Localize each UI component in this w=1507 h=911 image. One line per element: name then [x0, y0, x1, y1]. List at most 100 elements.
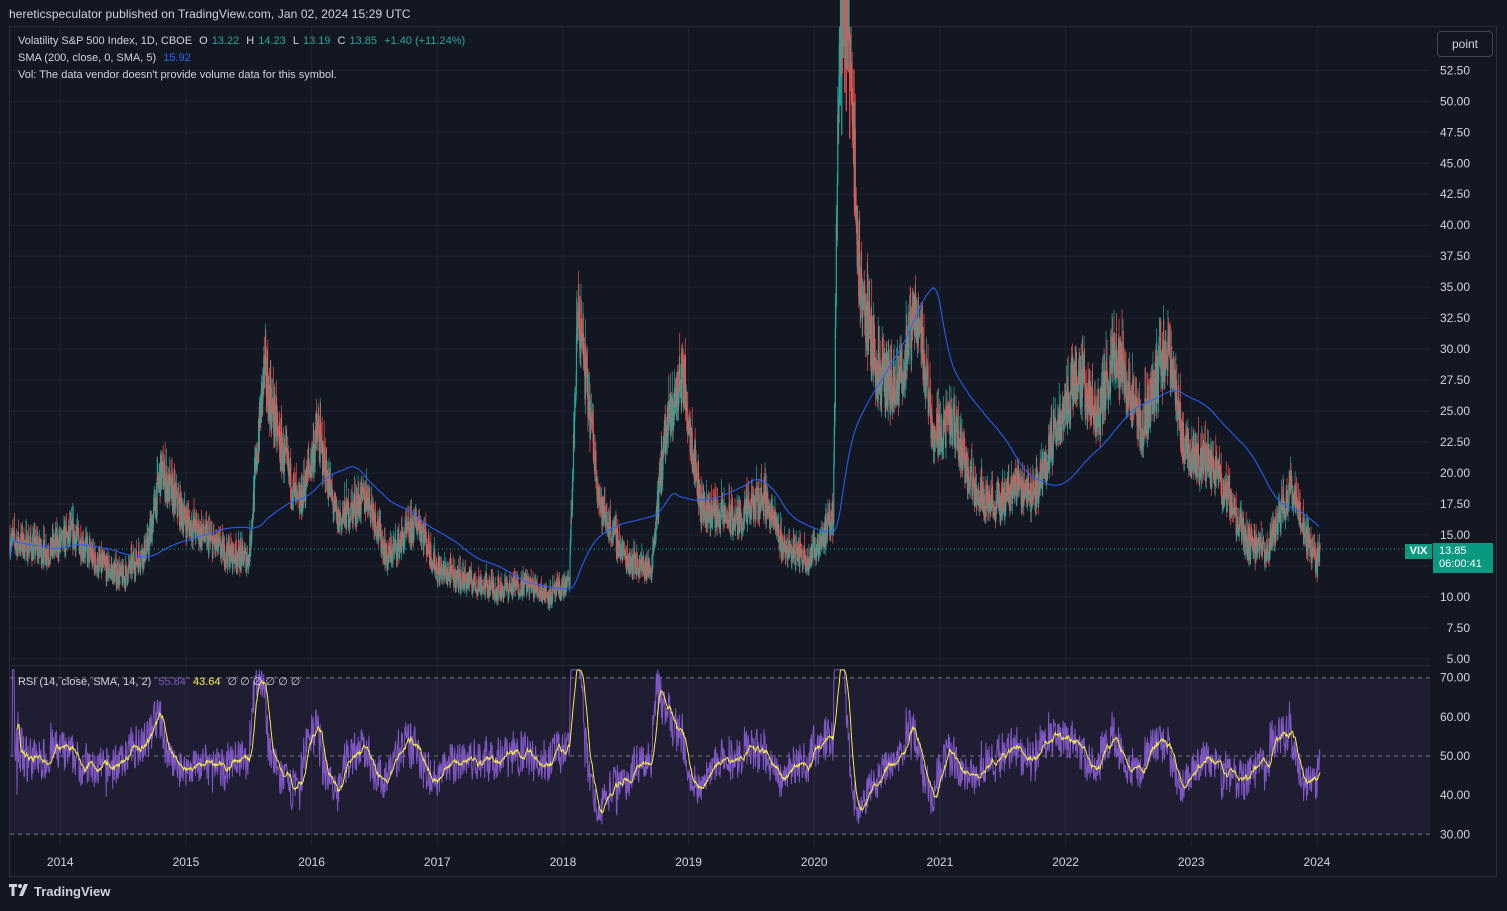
candle-body	[126, 566, 128, 575]
candle-body	[584, 355, 587, 400]
candle-body	[170, 477, 173, 499]
candle-body	[952, 415, 954, 438]
candle-body	[384, 554, 387, 566]
candle-body	[86, 538, 88, 547]
candle-body	[826, 539, 828, 542]
candle-body	[1148, 398, 1150, 401]
candle-body	[890, 389, 892, 414]
candle-body	[850, 39, 852, 78]
candle-body	[268, 385, 270, 398]
candle-body	[1033, 488, 1035, 495]
candle-body	[1008, 494, 1010, 507]
candle-body	[517, 581, 519, 595]
candle-body	[317, 431, 319, 442]
candle-body	[339, 516, 341, 526]
candle-body	[405, 522, 408, 532]
candle-body	[417, 523, 419, 531]
candle-body	[859, 253, 861, 298]
candle-body	[407, 523, 409, 531]
candle-body	[1223, 498, 1225, 506]
candle-body	[148, 537, 150, 555]
candle-body	[397, 541, 399, 544]
candle-body	[811, 558, 813, 560]
candle-body	[728, 504, 731, 527]
candle-body	[974, 484, 977, 497]
candle-body	[1121, 344, 1123, 382]
candle-body	[621, 546, 623, 560]
candle-body	[454, 569, 456, 589]
candle-body	[707, 509, 709, 524]
candle-body	[351, 502, 353, 508]
candle-body	[243, 561, 245, 566]
candle-body	[518, 591, 520, 597]
candle-body	[795, 551, 797, 565]
candle-body	[834, 408, 836, 428]
candle-body	[996, 501, 998, 504]
candle-body	[1177, 408, 1179, 409]
candle-body	[677, 377, 679, 383]
candle-body	[691, 431, 693, 468]
candle-body	[327, 478, 329, 493]
candle-body	[348, 518, 351, 526]
candle-body	[881, 379, 883, 403]
candle-body	[956, 438, 959, 450]
candle-body	[1160, 359, 1163, 377]
candle-body	[715, 499, 717, 516]
candle-body	[1126, 395, 1128, 404]
candle-body	[299, 500, 301, 514]
candle-body	[474, 573, 476, 582]
candle-body	[1054, 422, 1056, 427]
candle-body	[112, 565, 114, 584]
candle-body	[790, 544, 792, 551]
candle-body	[976, 501, 979, 503]
candle-body	[409, 518, 412, 543]
candle-body	[30, 536, 32, 547]
candle-body	[154, 498, 156, 511]
candle-body	[1088, 380, 1090, 413]
candle-body	[1094, 404, 1096, 428]
candle-body	[706, 499, 708, 527]
candle-body	[816, 544, 818, 552]
candle-body	[275, 405, 277, 411]
candle-body	[740, 518, 743, 535]
candle-body	[257, 461, 259, 463]
candle-body	[1048, 434, 1050, 470]
candle-body	[438, 566, 440, 570]
candle-body	[39, 550, 42, 553]
candle-body	[348, 525, 350, 528]
candle-body	[866, 301, 868, 342]
candle-body	[1196, 452, 1198, 478]
candle-body	[1075, 376, 1077, 394]
candle-body	[1158, 359, 1160, 369]
chart-frame[interactable]	[9, 26, 1497, 877]
candle-body	[924, 390, 927, 396]
candle-body	[1142, 429, 1144, 447]
candle-body	[415, 520, 418, 530]
candle-body	[971, 467, 973, 491]
candle-body	[600, 505, 602, 511]
candle-body	[387, 555, 390, 564]
candle-body	[764, 484, 767, 517]
candle-body	[868, 307, 870, 334]
candle-body	[1090, 408, 1092, 413]
candle-body	[256, 451, 258, 469]
candle-body	[901, 378, 903, 381]
candle-body	[662, 442, 664, 458]
candle-body	[487, 586, 489, 594]
candle-body	[988, 490, 990, 500]
candle-body	[1121, 367, 1124, 382]
candle-body	[939, 441, 941, 455]
candle-body	[770, 503, 773, 521]
candle-body	[195, 519, 198, 523]
candle-body	[127, 568, 129, 582]
candle-body	[1218, 470, 1220, 480]
candle-body	[725, 515, 727, 517]
candle-body	[34, 536, 36, 557]
candle-body	[592, 420, 594, 431]
candle-body	[211, 536, 213, 539]
candle-body	[1113, 333, 1116, 378]
candle-body	[925, 371, 928, 385]
candle-body	[742, 520, 745, 525]
candle-body	[49, 547, 51, 561]
